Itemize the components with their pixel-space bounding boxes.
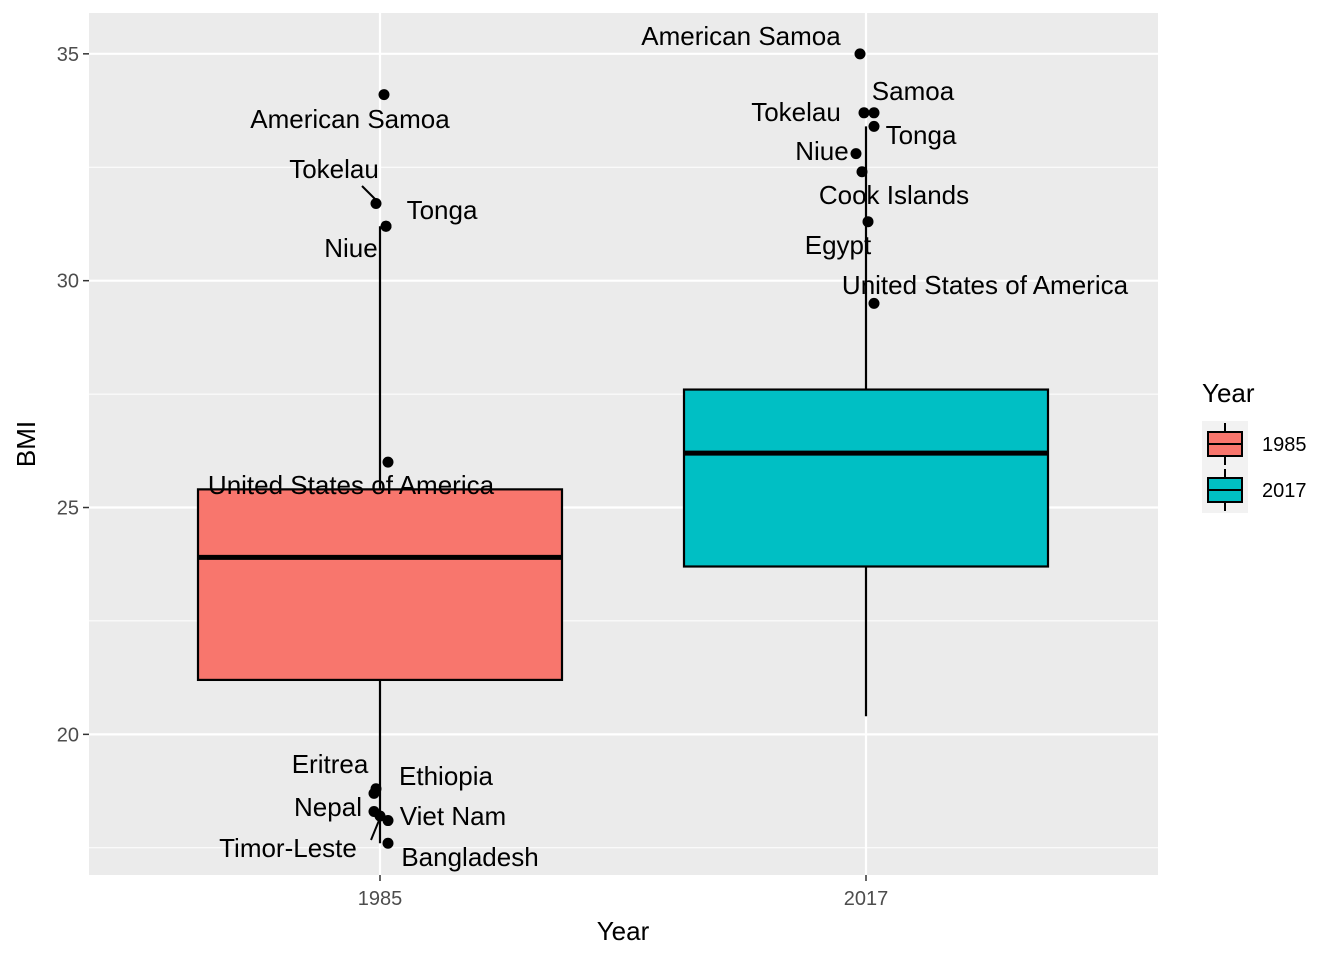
point-label: Bangladesh <box>401 842 538 872</box>
point-label: American Samoa <box>250 104 450 134</box>
legend-key-2017: 2017 <box>1202 467 1307 513</box>
data-point <box>854 48 866 60</box>
data-point <box>850 148 862 160</box>
box-2017 <box>682 126 1050 717</box>
y-tick-label: 20 <box>57 724 79 746</box>
y-tick-label: 35 <box>57 44 79 66</box>
box-1985 <box>196 226 564 844</box>
data-point <box>858 107 870 119</box>
point-label: Egypt <box>805 230 872 260</box>
data-point <box>378 89 390 101</box>
leader-line <box>361 185 377 201</box>
iqr-box <box>196 488 564 682</box>
legend-title: Year <box>1202 378 1255 408</box>
legend-label: 1985 <box>1262 434 1307 456</box>
data-point <box>856 166 868 178</box>
point-label: Samoa <box>872 76 955 106</box>
leader-line <box>370 817 381 841</box>
point-label: United States of America <box>208 470 495 500</box>
outlier-points <box>368 48 880 849</box>
point-label: Ethiopia <box>399 761 493 791</box>
point-label: Niue <box>795 136 848 166</box>
data-point <box>868 120 880 132</box>
data-point <box>868 107 880 119</box>
data-point <box>374 810 386 822</box>
legend-label: 2017 <box>1262 480 1307 502</box>
y-tick-label: 25 <box>57 498 79 520</box>
y-axis: 20 25 30 35 <box>57 44 89 746</box>
point-label: Cook Islands <box>819 180 969 210</box>
data-point <box>370 198 382 210</box>
y-axis-title: BMI <box>11 421 41 467</box>
point-label: Niue <box>324 233 377 263</box>
point-label: Viet Nam <box>400 801 506 831</box>
data-point <box>382 815 394 827</box>
point-label: Timor-Leste <box>219 833 357 863</box>
y-tick-label: 30 <box>57 271 79 293</box>
legend: Year 1985 2017 <box>1202 378 1307 513</box>
point-label: Tonga <box>886 120 957 150</box>
point-label: United States of America <box>842 270 1129 300</box>
point-label: Tokelau <box>289 154 379 184</box>
x-tick-label: 1985 <box>358 888 403 910</box>
data-point <box>380 220 392 232</box>
data-point <box>862 216 874 228</box>
label-leader-lines <box>361 185 381 841</box>
point-label: American Samoa <box>641 21 841 51</box>
x-tick-label: 2017 <box>844 888 889 910</box>
boxes <box>196 126 1050 844</box>
point-labels: American Samoa Tokelau Tonga Niue United Sta… <box>208 21 1129 872</box>
point-label: Eritrea <box>292 749 369 779</box>
x-axis-title: Year <box>597 916 650 946</box>
data-point <box>370 783 382 795</box>
legend-key-1985: 1985 <box>1202 421 1307 467</box>
point-label: Tokelau <box>751 97 841 127</box>
iqr-box <box>682 388 1050 568</box>
data-point <box>382 837 394 849</box>
point-label: Tonga <box>407 195 478 225</box>
data-point <box>382 456 394 468</box>
data-point <box>868 297 880 309</box>
x-axis: 1985 2017 <box>358 875 889 910</box>
point-label: Nepal <box>294 792 362 822</box>
